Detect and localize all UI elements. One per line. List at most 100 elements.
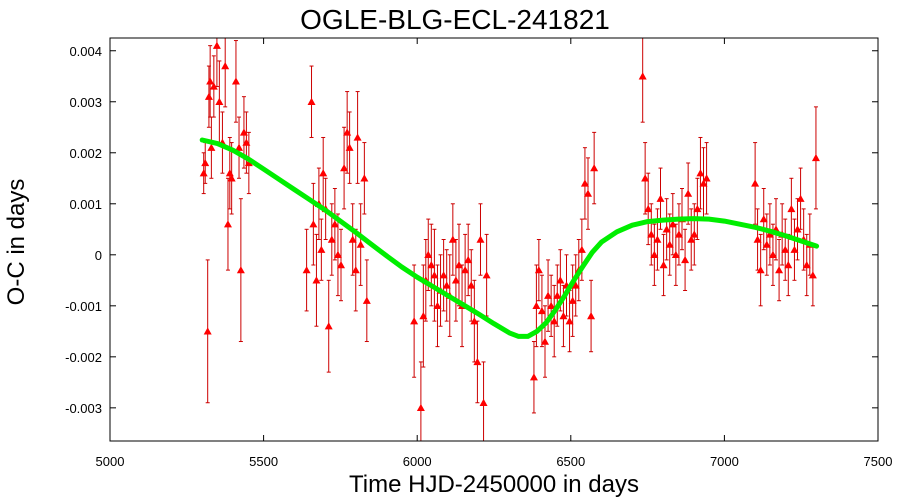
data-point xyxy=(312,276,321,284)
data-point xyxy=(424,250,433,259)
data-point xyxy=(584,189,593,197)
data-point xyxy=(340,164,349,172)
fit-curve xyxy=(199,137,820,339)
data-point xyxy=(802,261,811,269)
data-point xyxy=(662,225,671,233)
data-point xyxy=(550,317,559,325)
data-point xyxy=(671,250,680,259)
data-point xyxy=(302,266,311,274)
data-point xyxy=(790,245,799,253)
data-point xyxy=(221,62,230,70)
data-point xyxy=(227,174,236,182)
y-tick-label: 0 xyxy=(95,248,102,263)
data-point xyxy=(656,194,665,202)
chart-title: OGLE-BLG-ECL-241821 xyxy=(300,4,610,35)
data-point xyxy=(215,97,224,105)
data-point xyxy=(362,296,371,304)
data-point xyxy=(687,235,696,243)
data-point xyxy=(784,261,793,269)
data-point xyxy=(681,255,690,264)
data-point xyxy=(307,97,316,105)
data-point xyxy=(419,312,428,320)
data-point xyxy=(451,276,460,284)
data-point xyxy=(650,250,659,259)
data-point xyxy=(544,291,553,299)
data-point xyxy=(568,296,577,304)
data-point xyxy=(199,169,208,177)
data-point xyxy=(653,235,662,243)
data-point xyxy=(356,240,365,248)
data-point xyxy=(665,240,674,248)
data-point xyxy=(223,220,232,228)
data-point xyxy=(753,235,762,243)
data-point xyxy=(765,230,774,238)
data-point xyxy=(482,271,491,279)
data-point xyxy=(461,266,470,274)
data-point xyxy=(204,92,213,100)
y-tick-label: 0.001 xyxy=(69,197,102,212)
data-point xyxy=(534,266,543,274)
data-point xyxy=(580,179,589,187)
data-point xyxy=(587,312,596,320)
data-point xyxy=(324,322,333,330)
data-point xyxy=(348,235,357,243)
y-axis-label: O-C in days xyxy=(3,179,30,306)
data-point xyxy=(553,291,562,299)
data-point xyxy=(330,220,339,228)
data-point xyxy=(439,271,448,279)
data-point xyxy=(467,281,476,289)
data-point xyxy=(427,261,436,269)
data-point xyxy=(464,255,473,264)
data-point xyxy=(751,179,760,187)
data-point xyxy=(470,317,479,325)
data-point xyxy=(684,189,693,197)
data-point xyxy=(309,220,318,228)
data-point xyxy=(775,266,784,274)
data-point xyxy=(203,327,212,335)
data-point xyxy=(641,174,650,182)
data-point xyxy=(212,41,221,49)
data-point xyxy=(476,235,485,243)
data-point xyxy=(762,240,771,248)
y-tick-label: 0.002 xyxy=(69,146,102,161)
data-point xyxy=(590,164,599,172)
data-point xyxy=(529,373,538,381)
x-tick-label: 7500 xyxy=(864,454,893,469)
data-point xyxy=(808,271,817,279)
data-point xyxy=(201,158,210,167)
x-tick-label: 7000 xyxy=(710,454,739,469)
plot-frame xyxy=(109,37,879,442)
data-point xyxy=(565,317,574,325)
data-point xyxy=(317,245,326,253)
data-point xyxy=(659,261,668,269)
y-tick-label: -0.001 xyxy=(65,299,102,314)
data-point xyxy=(796,194,805,202)
x-tick-label: 5000 xyxy=(96,454,125,469)
data-point xyxy=(793,225,802,233)
data-point xyxy=(337,261,346,269)
data-point xyxy=(351,266,360,274)
data-point xyxy=(781,245,790,253)
data-point xyxy=(235,143,244,151)
data-point xyxy=(410,317,419,325)
data-point xyxy=(473,357,482,366)
y-tick-label: 0.004 xyxy=(69,44,102,59)
data-point xyxy=(674,230,683,238)
data-point xyxy=(693,204,702,213)
data-point xyxy=(236,266,245,274)
x-axis-label: Time HJD-2450000 in days xyxy=(349,471,639,498)
data-point xyxy=(571,281,580,289)
data-point xyxy=(327,235,336,243)
data-point xyxy=(448,235,457,243)
y-tick-label: -0.002 xyxy=(65,350,102,365)
data-point xyxy=(433,301,442,310)
data-point xyxy=(206,77,215,85)
data-point xyxy=(768,250,777,259)
data-point xyxy=(644,204,653,213)
data-point xyxy=(811,153,820,162)
data-point xyxy=(759,215,768,223)
data-point xyxy=(479,398,488,406)
data-point xyxy=(207,143,216,151)
